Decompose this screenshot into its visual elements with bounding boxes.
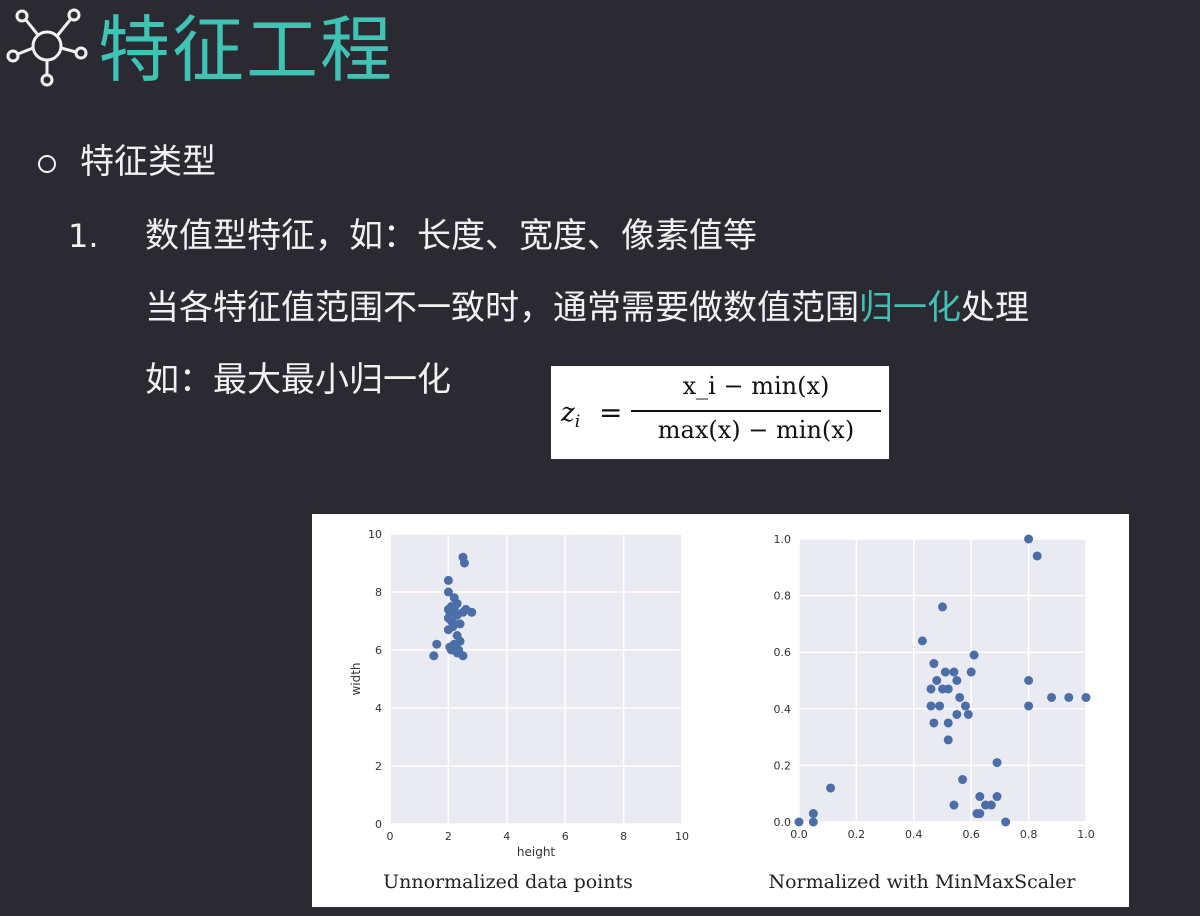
formula-denominator: max(x) − min(x) (657, 416, 855, 444)
formula-numerator: x_i − min(x) (682, 372, 830, 400)
formula-fraction-bar (631, 410, 881, 412)
x-tick-label: 10 (675, 830, 689, 843)
x-tick-label: 4 (503, 830, 510, 843)
x-tick-label: 2 (445, 830, 452, 843)
data-point (432, 639, 442, 649)
item-line-2-post: 处理 (961, 288, 1029, 328)
scatter-plots-svg: 0 2 4 6 8 10 0 2 4 6 8 10 height width Unnormalized da… (349, 528, 1095, 893)
y-tick-label: 6 (375, 644, 382, 657)
data-point (969, 650, 979, 660)
y-tick-label: 1.0 (774, 533, 792, 546)
data-point (1024, 701, 1034, 711)
data-point (1024, 534, 1034, 544)
x-tick-label: 0.0 (790, 828, 808, 841)
item-line-2: 当各特征值范围不一致时，通常需要做数值范围归一化处理 (145, 286, 1029, 330)
data-point (940, 667, 950, 677)
x-tick-label: 0.8 (1020, 828, 1038, 841)
y-tick-label: 0.8 (774, 590, 792, 603)
chart-caption: Unnormalized data points (383, 871, 633, 893)
x-tick-label: 1.0 (1077, 828, 1095, 841)
minmax-formula: zi = x_i − min(x) max(x) − min(x) (551, 366, 889, 459)
y-tick-label: 0.6 (774, 646, 792, 659)
data-point (963, 709, 973, 719)
plot-area-2 (799, 539, 1086, 822)
data-point (808, 809, 818, 819)
item-line-1: 数值型特征，如：长度、宽度、像素值等 (145, 216, 757, 256)
y-tick-label: 0 (375, 818, 382, 831)
data-point (958, 775, 968, 785)
data-point (1047, 692, 1057, 702)
data-point (1081, 692, 1091, 702)
chart-caption: Normalized with MinMaxScaler (768, 871, 1076, 893)
data-point (949, 800, 959, 810)
bullet-heading: 特征类型 (80, 142, 216, 182)
data-point (926, 701, 936, 711)
y-tick-label: 10 (368, 528, 382, 541)
scatter-plots-panel: 0 2 4 6 8 10 0 2 4 6 8 10 height width Unnormalized da… (312, 514, 1129, 907)
data-point (929, 718, 939, 728)
data-point (445, 642, 455, 652)
formula-lhs: zi (561, 398, 581, 433)
plot-area-1 (390, 534, 682, 824)
data-point (943, 684, 953, 694)
x-tick-label: 6 (562, 830, 569, 843)
data-point (975, 792, 985, 802)
y-tick-label: 0.4 (774, 703, 792, 716)
data-point (952, 709, 962, 719)
item-number: 1. (68, 217, 99, 255)
data-point (992, 792, 1002, 802)
x-tick-label: 8 (620, 830, 627, 843)
data-point (943, 718, 953, 728)
data-point (1032, 551, 1042, 561)
data-point (808, 817, 818, 827)
data-point (455, 619, 465, 629)
y-tick-label: 0.2 (774, 759, 792, 772)
data-point (794, 817, 804, 827)
data-point (992, 758, 1002, 768)
data-point (459, 558, 469, 568)
data-point (1001, 817, 1011, 827)
y-tick-label: 4 (375, 702, 382, 715)
bullet-circle (38, 155, 56, 173)
data-point (949, 667, 959, 677)
data-point (443, 587, 453, 597)
item-line-2-highlight: 归一化 (859, 288, 961, 328)
data-point (467, 607, 477, 617)
x-tick-label: 0.6 (962, 828, 980, 841)
item-line-2-pre: 当各特征值范围不一致时，通常需要做数值范围 (145, 288, 859, 328)
data-point (960, 701, 970, 711)
data-point (929, 659, 939, 669)
data-point (926, 684, 936, 694)
data-point (443, 625, 453, 635)
data-point (935, 701, 945, 711)
data-point (932, 676, 942, 685)
data-point (938, 602, 947, 612)
data-point (443, 575, 453, 585)
data-point (452, 648, 462, 658)
data-point (429, 651, 439, 661)
x-tick-label: 0 (387, 830, 394, 843)
x-tick-label: 0.4 (905, 828, 923, 841)
data-point (952, 676, 962, 685)
formula-equals: = (599, 396, 623, 429)
x-tick-label: 0.2 (848, 828, 866, 841)
network-node-icon (6, 8, 88, 87)
page-title: 特征工程 (98, 8, 395, 92)
y-tick-label: 8 (375, 586, 382, 599)
data-point (972, 809, 982, 819)
data-point (955, 692, 965, 702)
data-point (943, 735, 953, 745)
data-point (986, 800, 996, 810)
x-axis-label: height (517, 845, 556, 859)
data-point (826, 783, 836, 793)
data-point (1024, 676, 1034, 685)
data-point (966, 667, 976, 677)
item-line-3: 如：最大最小归一化 (145, 360, 451, 400)
data-point (917, 636, 927, 646)
y-tick-label: 2 (375, 760, 382, 773)
data-point (1064, 692, 1074, 702)
y-tick-label: 0.0 (774, 816, 792, 829)
y-axis-label: width (349, 662, 363, 695)
